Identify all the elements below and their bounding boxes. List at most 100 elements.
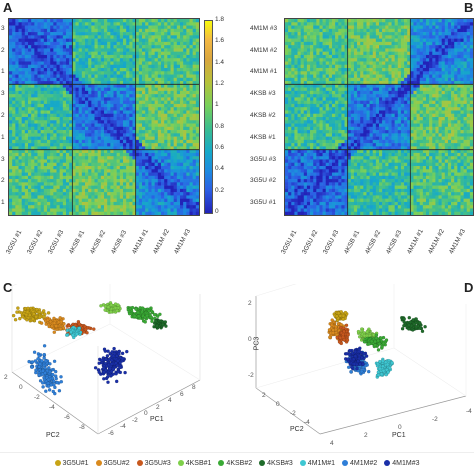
heatmap-a-cell (21, 64, 26, 69)
heatmap-a-cell (53, 166, 57, 170)
heatmap-b-cell (413, 68, 417, 72)
heatmap-a-cell (75, 28, 79, 33)
heatmap-a-cell (94, 149, 98, 154)
heatmap-a-cell (56, 205, 60, 209)
heatmap-a-cell (145, 188, 149, 193)
heatmap-b-cell (466, 74, 471, 79)
heatmap-a-cell (24, 107, 29, 111)
heatmap-a-cell (97, 130, 102, 134)
heatmap-a-cell (135, 38, 140, 43)
heatmap-a-cell (138, 48, 143, 52)
heatmap-b-cell (454, 35, 458, 39)
heatmap-a-cell (21, 162, 26, 167)
heatmap-a-cell (85, 123, 89, 128)
heatmap-a-cell (189, 211, 193, 215)
heatmap-a-cell (142, 74, 146, 79)
heatmap-b-cell (422, 35, 427, 39)
heatmap-a-cell (142, 110, 146, 115)
heatmap-a-cell (66, 103, 70, 108)
heatmap-a-cell (9, 146, 13, 150)
heatmap-a-cell (34, 201, 38, 206)
heatmap-b-cell (460, 25, 464, 30)
heatmap-a-cell (56, 45, 60, 49)
heatmap-a-cell (75, 179, 79, 183)
heatmap-a-cell (189, 139, 193, 144)
heatmap-a-cell (123, 61, 127, 66)
heatmap-a-cell (192, 58, 197, 62)
heatmap-a-cell (107, 175, 111, 180)
heatmap-a-cell (167, 54, 171, 59)
heatmap-a-cell (113, 192, 117, 196)
heatmap-a-cell (138, 117, 143, 121)
heatmap-a-cell (170, 48, 174, 52)
heatmap-a-cell (170, 51, 174, 56)
heatmap-b-cell (416, 28, 421, 33)
heatmap-a-cell (135, 58, 140, 62)
heatmap-a-cell (107, 120, 111, 124)
heatmap-a-cell (31, 64, 35, 69)
heatmap-b-cell (350, 77, 355, 82)
heatmap-a-cell (69, 94, 73, 98)
heatmap-a-cell (59, 175, 64, 180)
heatmap-b-cell (322, 35, 327, 39)
heatmap-b-cell (288, 61, 292, 66)
heatmap-a-cell (183, 185, 187, 190)
heatmap-b-cell (306, 64, 311, 69)
heatmap-b-cell (328, 74, 333, 79)
heatmap-a-cell (170, 58, 174, 62)
heatmap-a-cell (24, 58, 29, 62)
heatmap-a-cell (161, 126, 165, 131)
heatmap-b-cell (341, 77, 345, 82)
heatmap-a-cell (91, 159, 95, 164)
heatmap-a-cell (21, 195, 26, 199)
heatmap-a-cell (145, 139, 149, 144)
heatmap-a-cell (192, 61, 197, 66)
heatmap-a-cell (34, 110, 38, 115)
heatmap-a-cell (62, 149, 67, 154)
heatmap-a-cell (91, 48, 95, 52)
heatmap-b-cell (316, 61, 320, 66)
heatmap-a-cell (24, 28, 29, 33)
heatmap-a-cell (157, 107, 162, 111)
heatmap-a-cell (91, 120, 95, 124)
heatmap-a-cell (164, 156, 168, 160)
heatmap-a-cell (192, 84, 197, 88)
heatmap-a-cell (145, 77, 149, 82)
heatmap-a-cell (192, 208, 197, 213)
heatmap-a-cell (53, 149, 57, 154)
heatmap-b-cell (410, 28, 414, 33)
heatmap-a-cell (69, 120, 73, 124)
heatmap-a-cell (31, 81, 35, 85)
heatmap-a-cell (104, 192, 108, 196)
heatmap-a-cell (113, 182, 117, 186)
heatmap-a-cell (110, 81, 114, 85)
heatmap-a-cell (132, 84, 136, 88)
heatmap-a-cell (88, 149, 92, 154)
heatmap-a-cell (91, 61, 95, 66)
heatmap-a-cell (129, 201, 133, 206)
heatmap-b-cell (441, 32, 446, 36)
heatmap-a-cell (107, 19, 111, 23)
heatmap-a-cell (53, 87, 57, 92)
heatmap-a-cell (180, 198, 184, 203)
heatmap-a-cell (72, 172, 76, 177)
heatmap-a-cell (154, 113, 159, 118)
heatmap-a-cell (126, 77, 130, 82)
heatmap-a-cell (18, 195, 22, 199)
heatmap-b-cell (394, 35, 399, 39)
heatmap-a-cell (21, 175, 26, 180)
heatmap-a-cell (113, 41, 117, 46)
heatmap-a-cell (180, 133, 184, 137)
heatmap-a-cell (100, 208, 105, 213)
heatmap-a-cell (97, 162, 102, 167)
heatmap-a-cell (161, 48, 165, 52)
heatmap-b-cell (422, 77, 427, 82)
heatmap-a-cell (75, 198, 79, 203)
heatmap-a-cell (15, 38, 19, 43)
heatmap-b-cell (372, 22, 377, 26)
heatmap-a-cell (81, 48, 86, 52)
heatmap-a-cell (97, 25, 102, 30)
heatmap-b-cell (422, 19, 427, 23)
heatmap-b-cell (460, 38, 464, 43)
heatmap-a-cell (75, 201, 79, 206)
